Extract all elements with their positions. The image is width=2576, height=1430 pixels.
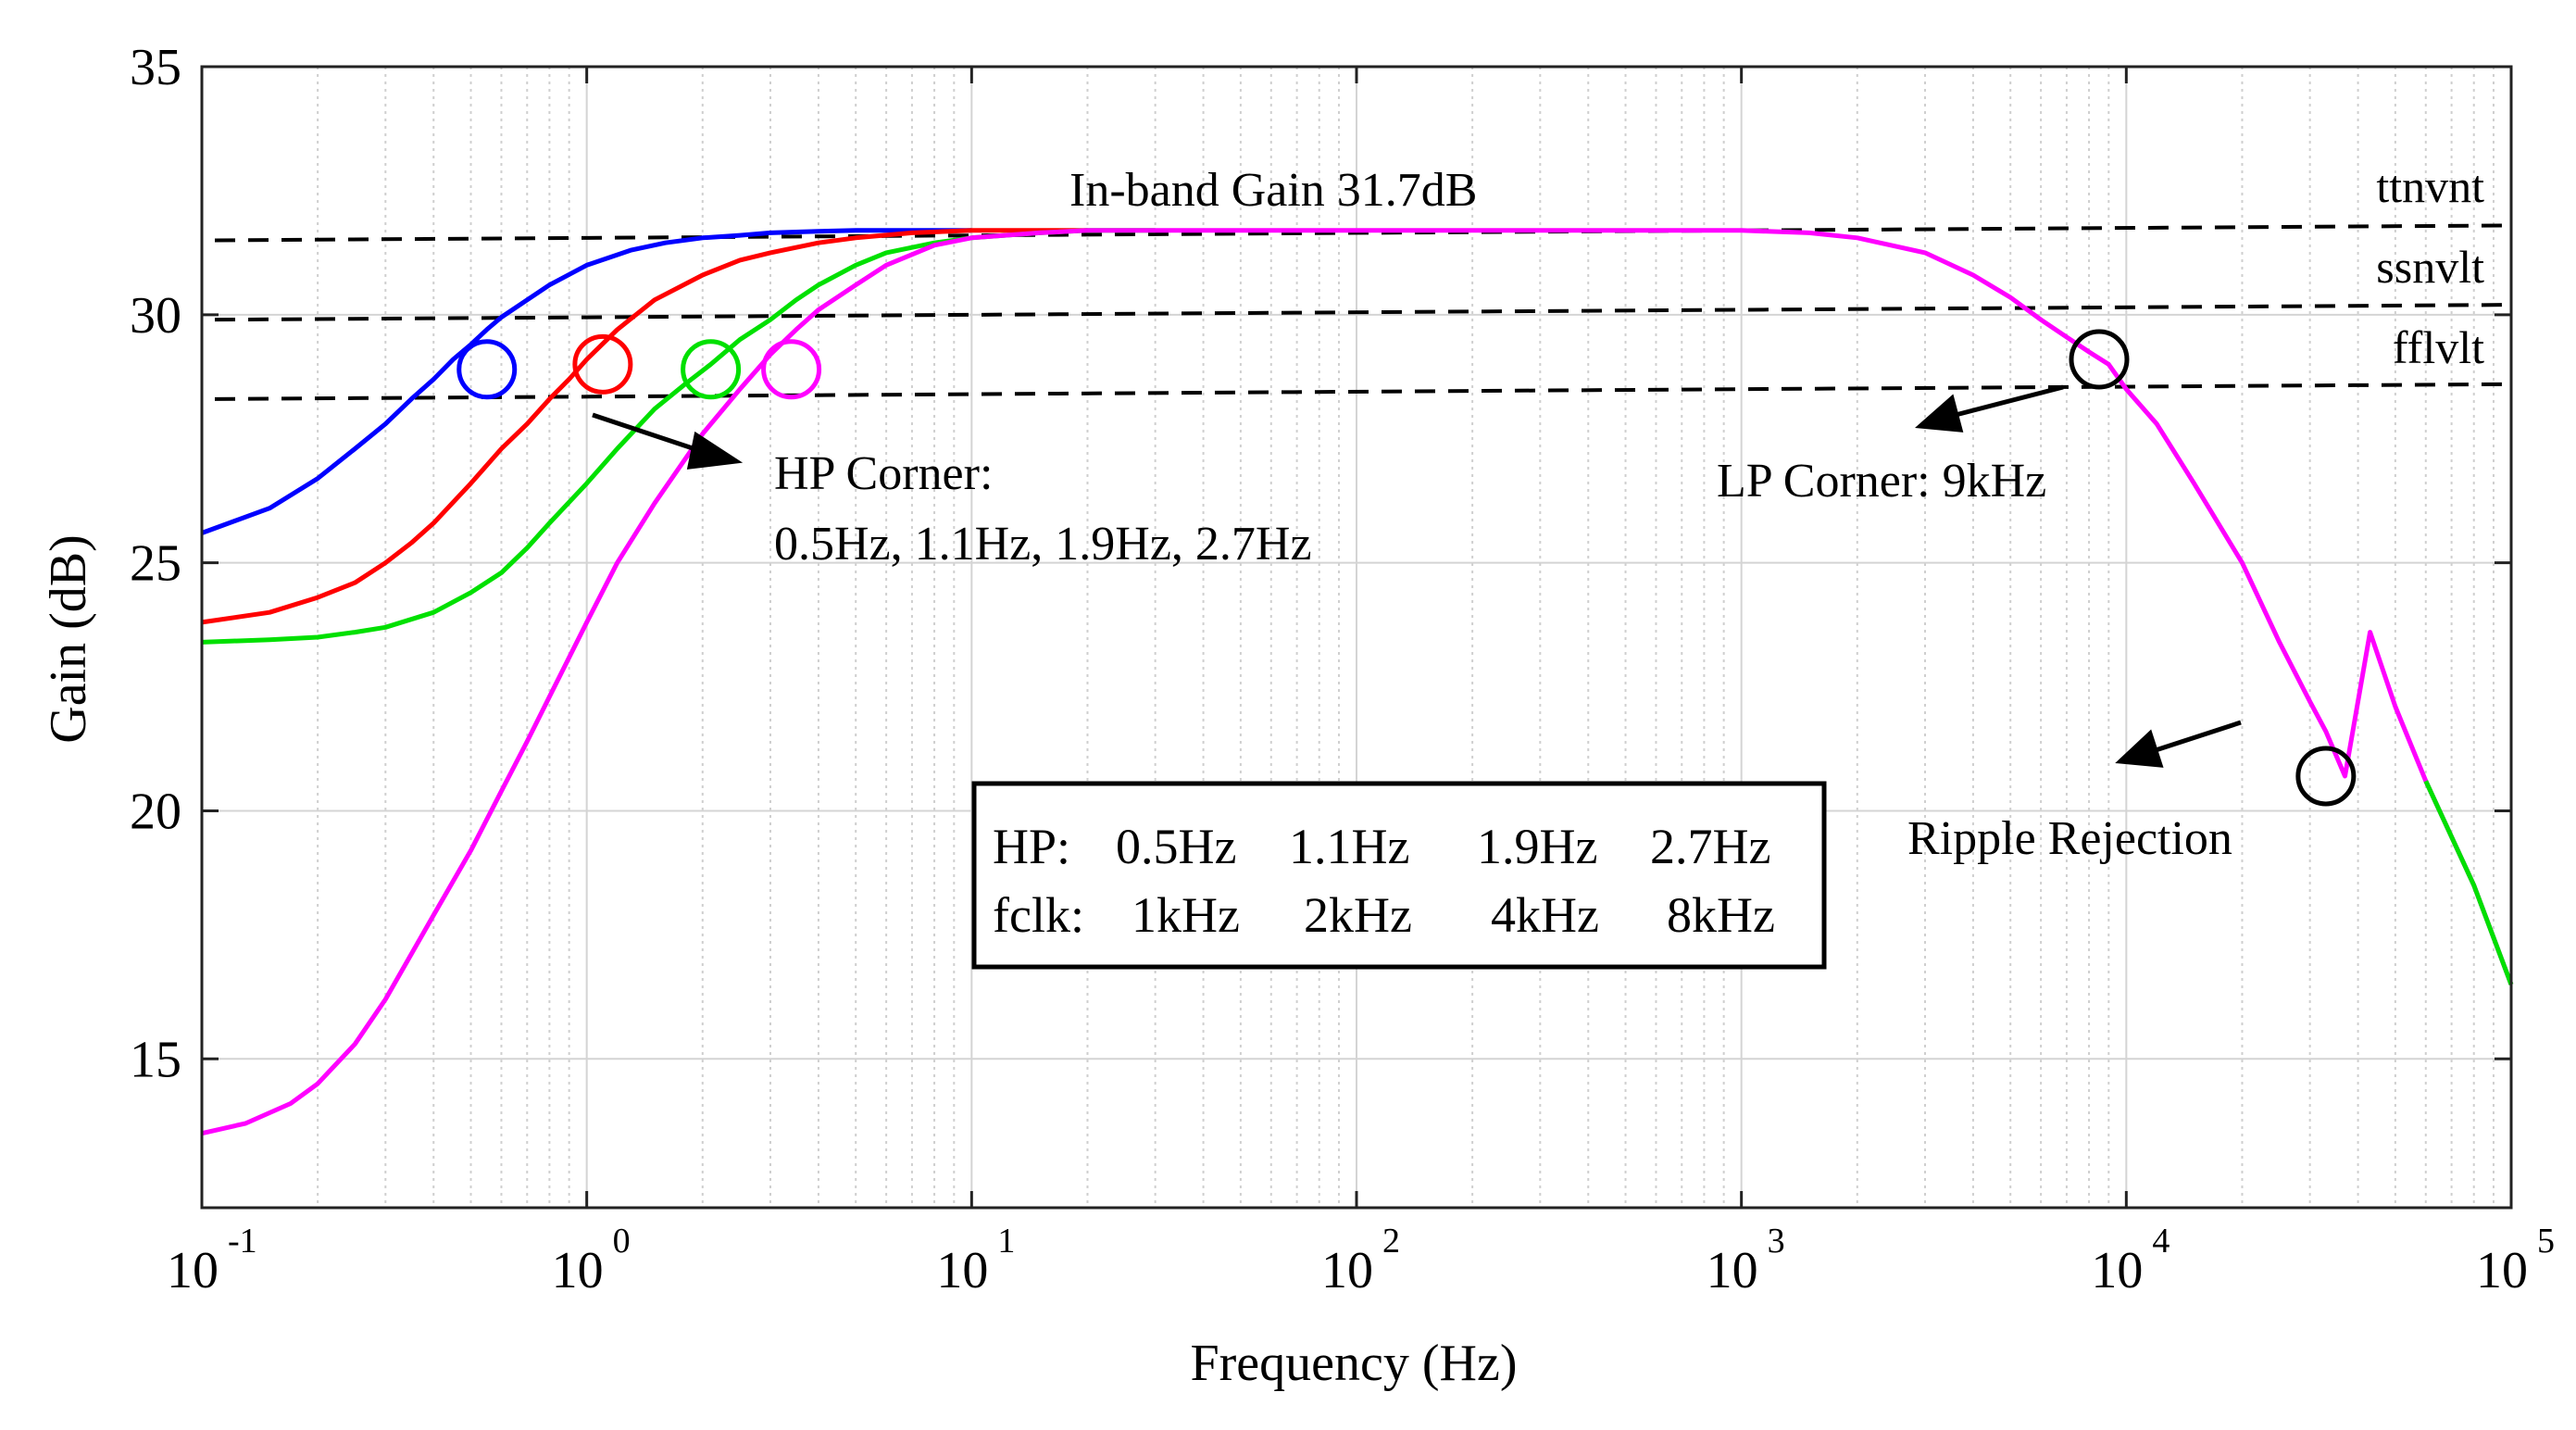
x-tick-label: 10 [167,1242,219,1299]
table-cell: 8kHz [1667,887,1775,943]
hp-corner-title: HP Corner: [774,447,993,500]
table-cell: fclk: [993,887,1084,943]
lp-corner-arrowhead [1915,394,1964,433]
y-tick-label: 35 [130,39,181,96]
table-cell: 4kHz [1491,887,1599,943]
x-tick-label: 10 [2476,1242,2528,1299]
y-axis-label: Gain (dB) [40,534,97,744]
hp-corner-arrowhead [686,431,744,470]
annotation-arrows [592,384,2242,768]
table-cell: 1.1Hz [1289,819,1409,874]
y-tick-label: 20 [130,783,181,840]
y-tick-label: 30 [130,287,181,345]
series-line-4 [201,228,2514,1136]
reference-lines [214,223,2512,401]
x-tick-label: 10 [1321,1242,1373,1299]
inband-gain-annotation: In-band Gain 31.7dB [1069,164,1477,217]
corner-markers [456,329,2357,807]
x-tick-label: 10 [552,1242,604,1299]
corner-marker-circle [456,339,518,400]
reference-line-ttnvnt [214,223,2512,243]
corner-marker-circle [681,339,742,400]
x-tick-exponent: -1 [228,1222,257,1261]
x-tick-exponent: 3 [1768,1222,1785,1261]
ref-label-ssnvlt: ssnvlt [2376,241,2484,293]
series-line-overlap-tail [2423,780,2514,985]
series-line-3 [201,228,1156,645]
ripple-arrowhead [2115,729,2164,768]
x-tick-exponent: 1 [997,1222,1015,1261]
series-lines [201,228,2514,1136]
table-cell: 1kHz [1132,887,1240,943]
x-tick-exponent: 2 [1382,1222,1400,1261]
series-line-2 [201,228,1088,625]
legend-table-box [971,781,1827,970]
lp-corner-arrow [1955,384,2064,418]
hp-corner-values: 0.5Hz, 1.1Hz, 1.9Hz, 2.7Hz [774,518,1312,571]
table-cell: HP: [993,819,1070,874]
legend-table: HP: 0.5Hz 1.1Hz 1.9Hz 2.7Hz fclk: 1kHz 2… [971,781,1827,970]
corner-marker-circle [572,333,633,395]
ref-label-ttnvnt: ttnvnt [2376,160,2484,212]
x-tick-label: 10 [936,1242,988,1299]
x-tick-label: 10 [2091,1242,2143,1299]
ripple-rejection-annotation: Ripple Rejection [1907,812,2232,865]
x-tick-exponent: 5 [2537,1222,2555,1261]
reference-line-ssnvlt [214,303,2512,322]
x-tick-label: 10 [1707,1242,1758,1299]
corner-marker-circle [2295,746,2357,807]
series-line-1 [201,228,972,535]
lp-corner-annotation: LP Corner: 9kHz [1717,455,2046,508]
corner-marker-circle [761,339,822,400]
table-cell: 1.9Hz [1477,819,1597,874]
x-tick-exponent: 0 [613,1222,631,1261]
x-axis-label: Frequency (Hz) [1191,1335,1518,1392]
y-tick-label: 25 [130,535,181,593]
ripple-arrow [2155,720,2242,753]
ref-label-fflvlt: fflvlt [2393,321,2484,373]
reference-line-fflvlt [214,382,2512,401]
table-cell: 2.7Hz [1650,819,1770,874]
hp-corner-arrow [592,412,705,455]
table-cell: 0.5Hz [1116,819,1236,874]
y-tick-label: 15 [130,1031,181,1088]
corner-marker-circle [2069,329,2130,390]
x-tick-exponent: 4 [2152,1222,2170,1261]
table-cell: 2kHz [1304,887,1412,943]
